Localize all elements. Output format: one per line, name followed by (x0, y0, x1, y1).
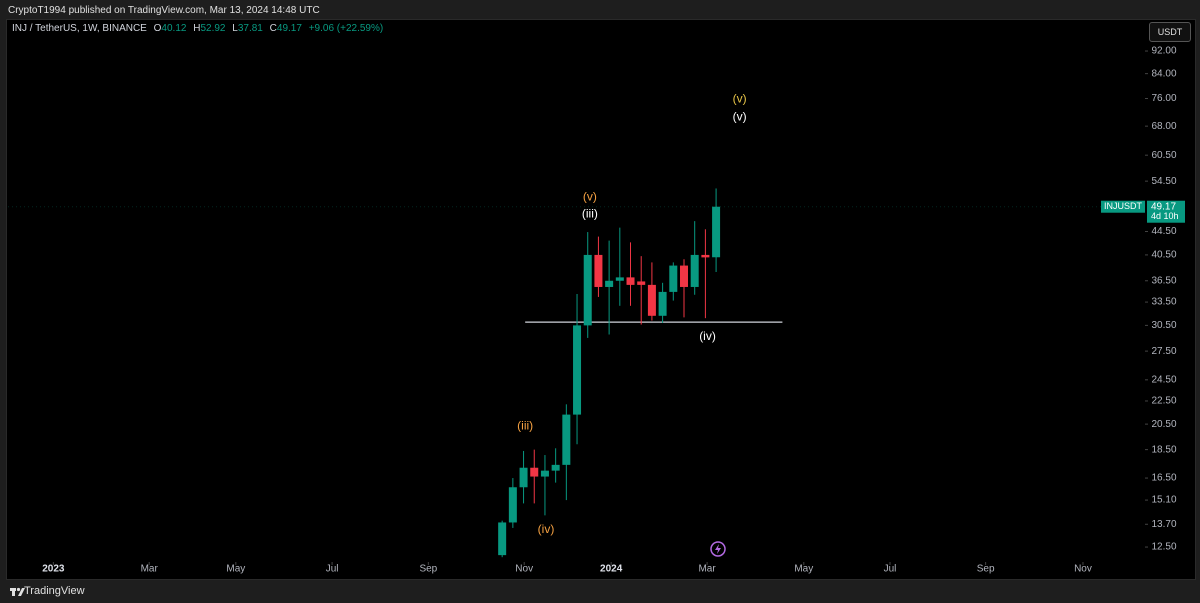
price-tag: 49.17 (1151, 201, 1176, 212)
event-icon (710, 541, 726, 557)
candle-body (562, 414, 571, 465)
symbol-title: INJ / TetherUS, 1W, BINANCE (12, 23, 147, 34)
candle-body (701, 254, 710, 258)
candle-body (519, 467, 528, 488)
candle-body (679, 265, 688, 287)
x-tick-label: Nov (1074, 564, 1092, 575)
candle-body (712, 206, 721, 258)
publish-info: CryptoT1994 published on TradingView.com… (8, 5, 320, 16)
brand-logo (10, 587, 25, 596)
ohlc-key: L (232, 23, 238, 34)
wave-label: (v) (583, 189, 597, 203)
y-tick-label: 16.50 (1151, 473, 1176, 484)
y-tick-label: 76.00 (1151, 93, 1176, 104)
change-value: +9.06 (+22.59%) (308, 23, 384, 34)
x-tick-label: Jul (326, 564, 339, 575)
ohlc-key: O (153, 23, 162, 34)
ohlc-value: 52.92 (200, 23, 226, 34)
x-tick-label: 2023 (42, 564, 65, 575)
y-tick-label: 24.50 (1151, 374, 1176, 385)
y-tick-label: 15.10 (1151, 495, 1176, 506)
ohlc-key: C (269, 23, 277, 34)
event-icon-bolt (715, 544, 721, 554)
ohlc-value: 49.17 (276, 23, 302, 34)
y-tick-label: 40.50 (1151, 250, 1176, 261)
wave-label: (iv) (538, 522, 555, 536)
candle-body (658, 291, 667, 316)
candle-body (605, 280, 614, 287)
candle-body (637, 281, 646, 285)
candle-body (626, 277, 635, 285)
x-tick-label: Sep (419, 564, 437, 575)
y-tick-label: 33.50 (1151, 297, 1176, 308)
x-tick-label: Sep (977, 564, 995, 575)
y-tick-label: 22.50 (1151, 396, 1176, 407)
candle-body (551, 464, 560, 471)
symbol-tag: INJUSDT (1104, 201, 1143, 211)
candle-body (669, 265, 678, 292)
chart-area (6, 19, 1196, 580)
y-tick-label: 18.50 (1151, 444, 1176, 455)
y-tick-label: 68.00 (1151, 121, 1176, 132)
wave-label: (v) (733, 91, 747, 105)
y-tick-label: 84.00 (1151, 68, 1176, 79)
ohlc-value: 37.81 (237, 23, 263, 34)
x-tick-label: Mar (141, 564, 159, 575)
y-tick-label: 12.50 (1151, 542, 1176, 553)
symbol-legend: INJ / TetherUS, 1W, BINANCE O40.12 H52.9… (12, 23, 383, 34)
x-tick-label: Mar (698, 564, 716, 575)
x-tick-label: May (794, 564, 813, 575)
publish-bar: CryptoT1994 published on TradingView.com… (0, 0, 1200, 22)
candle-body (508, 487, 517, 523)
y-tick-label: 92.00 (1151, 46, 1176, 57)
y-tick-label: 44.50 (1151, 226, 1176, 237)
symbol-tag-bg (1101, 200, 1145, 213)
event-icon-circle (710, 541, 726, 557)
countdown: 4d 10h (1151, 211, 1179, 221)
y-tick-label: 27.50 (1151, 346, 1176, 357)
x-tick-label: May (226, 564, 245, 575)
footer: TradingView (0, 580, 1200, 603)
x-tick-label: Nov (515, 564, 533, 575)
candle-body (647, 284, 656, 316)
brand-name: TradingView (24, 585, 85, 597)
ohlc-key: H (193, 23, 201, 34)
candle-body (690, 254, 699, 287)
candle-body (540, 470, 549, 477)
candle-body (530, 467, 539, 477)
wave-label: (iv) (699, 329, 716, 343)
candle-body (594, 254, 603, 287)
candle-body (583, 254, 592, 326)
x-tick-label: Jul (884, 564, 897, 575)
y-tick-label: 36.50 (1151, 275, 1176, 286)
y-tick-label: 60.50 (1151, 150, 1176, 161)
candle-body (573, 325, 582, 415)
y-tick-label: 30.50 (1151, 320, 1176, 331)
price-tag-bg (1147, 200, 1185, 223)
candle-body (498, 522, 507, 556)
wave-label: (iii) (582, 206, 598, 220)
ohlc-value: 40.12 (161, 23, 187, 34)
x-tick-label: 2024 (600, 564, 623, 575)
y-tick-label: 13.70 (1151, 519, 1176, 530)
wave-label: (v) (733, 109, 747, 123)
y-tick-label: 20.50 (1151, 419, 1176, 430)
currency-button[interactable]: USDT (1149, 22, 1191, 42)
y-tick-label: 54.50 (1151, 176, 1176, 187)
wave-label: (iii) (517, 419, 533, 433)
candle-body (615, 277, 624, 281)
